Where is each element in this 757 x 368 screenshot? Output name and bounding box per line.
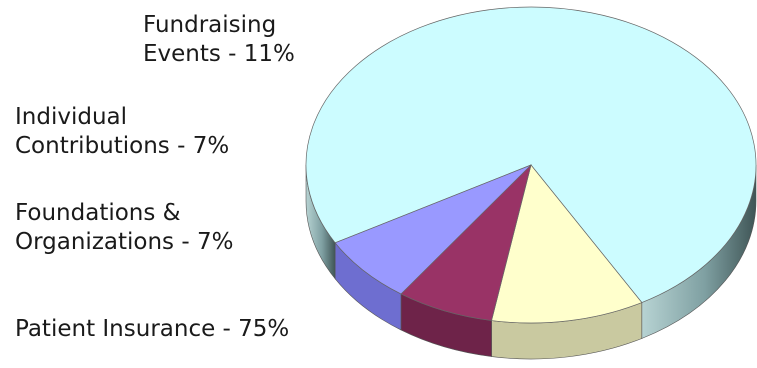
- pie-slice-0: [305, 6, 757, 303]
- pie-slice-1: [491, 164, 643, 324]
- label-individual-contributions: Individual Contributions - 7%: [15, 104, 230, 159]
- pie-slice-3: [334, 164, 532, 295]
- label-foundations-organizations: Foundations & Organizations - 7%: [15, 200, 234, 255]
- label-fundraising-events: Fundraising Events - 11%: [143, 12, 295, 67]
- label-patient-insurance: Patient Insurance - 75%: [15, 316, 290, 342]
